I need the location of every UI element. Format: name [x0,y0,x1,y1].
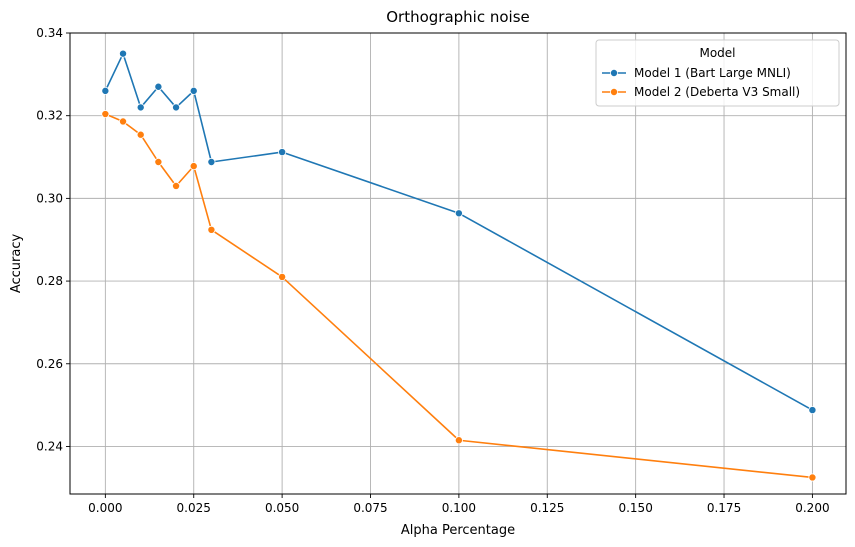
series-line [105,113,813,479]
x-tick-label: 0.025 [177,501,211,515]
data-point [278,148,287,157]
data-point [189,162,198,171]
y-tick-label: 0.34 [36,26,63,40]
x-tick-label: 0.150 [618,501,652,515]
y-tick-label: 0.24 [36,439,63,453]
series-line [104,52,813,411]
legend-label: Model 1 (Bart Large MNLI) [634,66,791,80]
data-point [189,86,198,95]
series-1 [101,49,817,415]
legend-item-2: Model 2 (Deberta V3 Small) [602,85,800,99]
series-layer [101,49,817,482]
y-tick-label: 0.30 [36,191,63,205]
y-axis-label: Accuracy [9,234,24,294]
data-point [119,117,128,126]
data-point [808,406,817,415]
data-point [172,181,181,190]
legend-label: Model 2 (Deberta V3 Small) [634,85,800,99]
x-tick-label: 0.075 [353,501,387,515]
data-point [101,86,110,95]
x-tick-label: 0.175 [707,501,741,515]
x-tick-label: 0.000 [88,501,122,515]
x-tick-label: 0.050 [265,501,299,515]
data-point [136,130,145,139]
x-tick-label: 0.125 [530,501,564,515]
y-tick-label: 0.32 [36,109,63,123]
plot-frame [69,32,847,495]
data-point [154,157,163,166]
data-point [278,272,287,281]
x-axis-label: Alpha Percentage [401,523,515,538]
legend-title: Model [699,46,735,60]
chart-title: Orthographic noise [386,8,530,26]
data-point [454,436,463,445]
tick-layer: 0.000 0.025 0.050 0.075 0.100 0.125 0.150 0.175… [36,26,829,515]
legend-marker [610,88,619,97]
y-tick-label: 0.28 [36,274,63,288]
legend: Model Model 1 (Bart Large MNLI) Model 2 (… [595,39,840,107]
data-point [136,103,145,112]
data-point [808,473,817,482]
data-point [101,110,110,119]
data-point [207,157,216,166]
data-point [207,225,216,234]
x-tick-label: 0.200 [795,501,829,515]
data-point [454,209,463,218]
data-point [172,103,181,112]
series-2 [101,110,817,482]
y-tick-label: 0.26 [36,357,63,371]
x-tick-label: 0.100 [442,501,476,515]
legend-box [595,39,840,107]
data-point [119,49,128,58]
legend-item-1: Model 1 (Bart Large MNLI) [602,66,791,80]
data-point [154,82,163,91]
legend-marker [610,69,619,78]
